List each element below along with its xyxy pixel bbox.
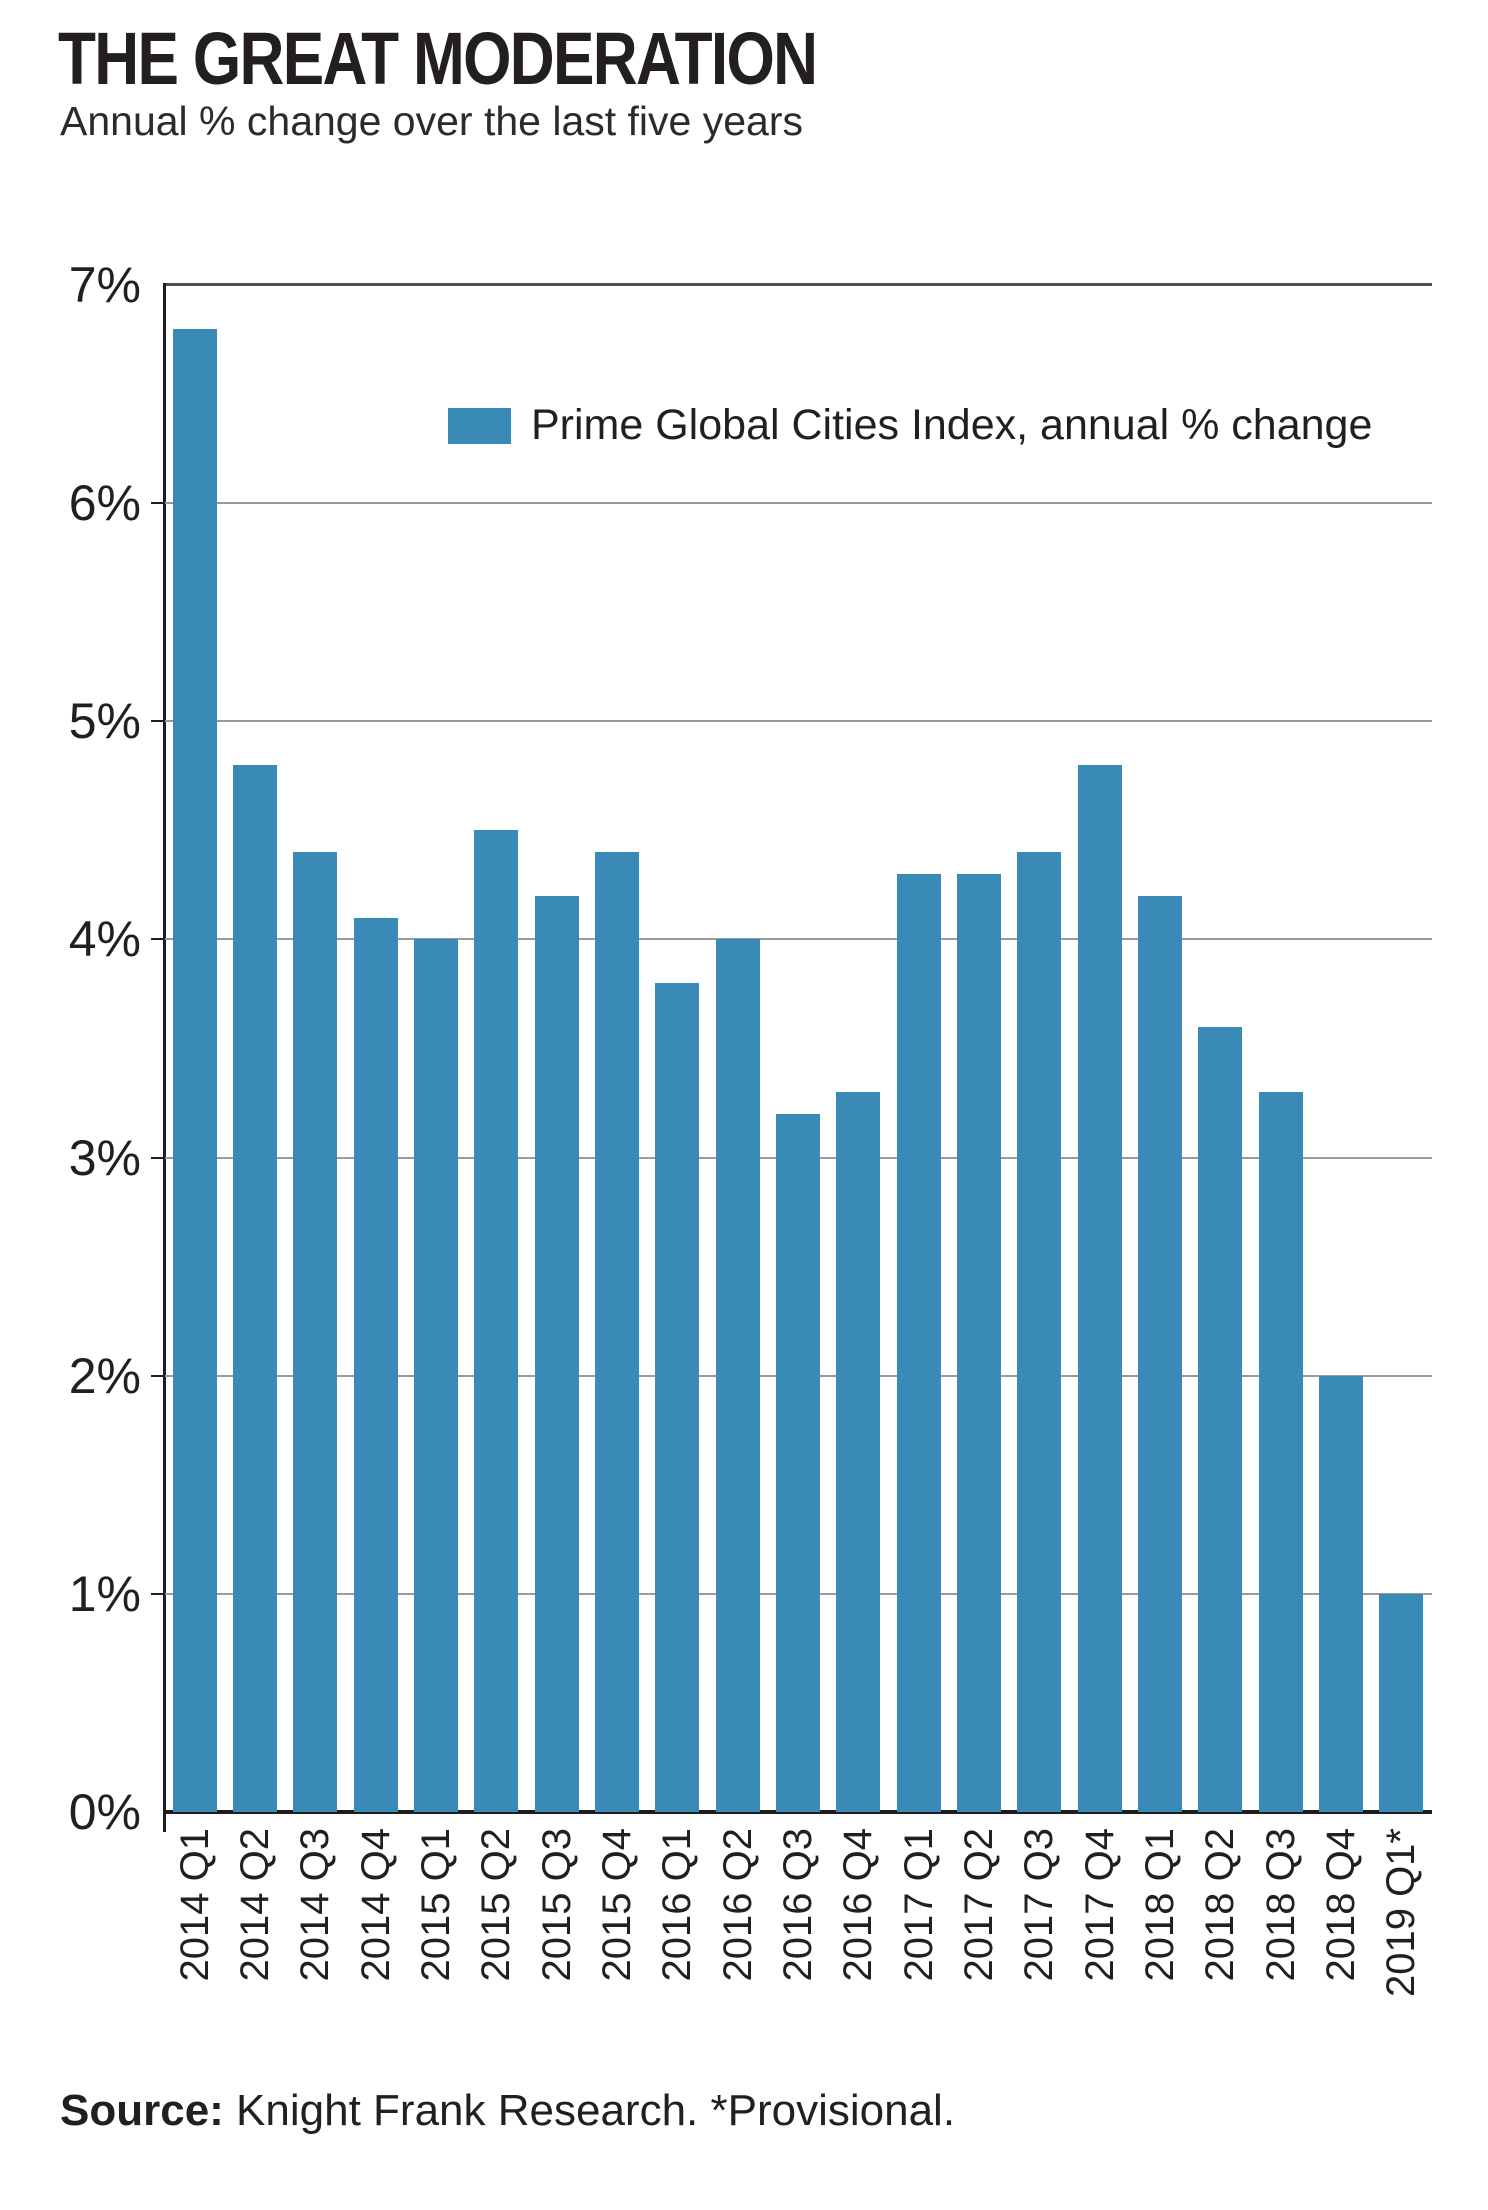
- bar-2019-Q1-: [1379, 1593, 1424, 1812]
- x-tick-label-2015-Q3: 2015 Q3: [534, 1828, 579, 1982]
- bar-2018-Q2: [1198, 1026, 1243, 1812]
- x-tick-label-2016-Q1: 2016 Q1: [655, 1828, 700, 1982]
- bar-2014-Q3: [293, 852, 338, 1812]
- y-tick-label-4pct: 4%: [68, 911, 141, 968]
- x-tick-label-2018-Q1: 2018 Q1: [1137, 1828, 1182, 1982]
- bar-2018-Q1: [1137, 895, 1182, 1812]
- x-tick-label-2015-Q4: 2015 Q4: [594, 1828, 639, 1982]
- plot-area: 0% 1% 2% 3% 4% 5% 6% 7% 2014 Q1 2014 Q2 2014 Q3 20…: [69, 257, 1432, 1997]
- bar-2018-Q4: [1318, 1375, 1363, 1812]
- y-axis-line: [163, 283, 166, 1832]
- bar-2015-Q3: [534, 895, 579, 1812]
- x-tick-label-2017-Q1: 2017 Q1: [896, 1828, 941, 1982]
- bar-2017-Q4: [1077, 764, 1122, 1812]
- bar-2015-Q2: [474, 830, 519, 1812]
- x-tick-label-2015-Q1: 2015 Q1: [413, 1828, 458, 1982]
- x-tick-label-2014-Q4: 2014 Q4: [353, 1828, 398, 1982]
- legend-label: Prime Global Cities Index, annual % chan…: [531, 401, 1373, 449]
- bar-2017-Q1: [896, 874, 941, 1812]
- bar-2014-Q2: [232, 764, 277, 1812]
- x-tick-label-2014-Q1: 2014 Q1: [172, 1828, 217, 1982]
- x-tick-label-2017-Q4: 2017 Q4: [1077, 1828, 1122, 1982]
- chart-title: THE GREAT MODERATION: [58, 17, 818, 100]
- y-tick-label-2pct: 2%: [68, 1347, 141, 1404]
- bar-2017-Q3: [1017, 852, 1062, 1812]
- x-axis-line: [163, 1810, 1432, 1814]
- x-tick-label-2017-Q2: 2017 Q2: [956, 1828, 1001, 1982]
- y-tick-label-7pct: 7%: [68, 257, 141, 313]
- bar-2017-Q2: [956, 874, 1001, 1812]
- y-tick-2pct: [151, 1374, 165, 1377]
- x-tick-label-2017-Q3: 2017 Q3: [1017, 1828, 1062, 1982]
- bar-2016-Q3: [775, 1113, 820, 1812]
- y-tick-5pct: [151, 720, 165, 723]
- gridline-5pct: [165, 720, 1432, 723]
- y-tick-6pct: [151, 502, 165, 505]
- x-tick-label-2016-Q3: 2016 Q3: [775, 1828, 820, 1982]
- y-tick-label-6pct: 6%: [68, 475, 141, 532]
- legend: Prime Global Cities Index, annual % chan…: [448, 401, 1372, 450]
- bar-2014-Q4: [353, 917, 398, 1812]
- gridline-4pct: [165, 938, 1432, 941]
- bar-2018-Q3: [1258, 1092, 1303, 1812]
- legend-swatch: [448, 407, 511, 444]
- bar-2016-Q2: [715, 939, 760, 1812]
- plot-top-border: [165, 283, 1432, 286]
- bar-2016-Q1: [655, 983, 700, 1812]
- x-tick-label-2019-Q1-: 2019 Q1*: [1379, 1828, 1424, 1998]
- bar-2016-Q4: [836, 1092, 881, 1812]
- y-tick-label-5pct: 5%: [68, 693, 141, 750]
- y-tick-4pct: [151, 938, 165, 941]
- source-text: Knight Frank Research. *Provisional.: [223, 2086, 956, 2135]
- bar-2015-Q4: [594, 852, 639, 1812]
- x-tick-label-2014-Q3: 2014 Q3: [293, 1828, 338, 1982]
- source-prefix: Source:: [60, 2086, 224, 2135]
- chart-subtitle: Annual % change over the last five years: [60, 98, 803, 144]
- source-note: Source: Knight Frank Research. *Provisio…: [60, 2086, 955, 2136]
- x-tick-label-2016-Q2: 2016 Q2: [715, 1828, 760, 1982]
- y-tick-3pct: [151, 1156, 165, 1159]
- y-tick-1pct: [151, 1592, 165, 1595]
- x-tick-label-2018-Q3: 2018 Q3: [1258, 1828, 1303, 1982]
- x-tick-label-2014-Q2: 2014 Q2: [232, 1828, 277, 1982]
- x-tick-label-2015-Q2: 2015 Q2: [474, 1828, 519, 1982]
- x-tick-label-2016-Q4: 2016 Q4: [836, 1828, 881, 1982]
- bar-2014-Q1: [172, 328, 217, 1812]
- gridline-6pct: [165, 502, 1432, 505]
- y-tick-label-1pct: 1%: [68, 1565, 141, 1622]
- y-tick-label-0pct: 0%: [68, 1784, 141, 1840]
- x-tick-label-2018-Q4: 2018 Q4: [1318, 1828, 1363, 1982]
- x-tick-label-2018-Q2: 2018 Q2: [1198, 1828, 1243, 1982]
- bar-2015-Q1: [413, 939, 458, 1812]
- y-tick-label-3pct: 3%: [68, 1129, 141, 1186]
